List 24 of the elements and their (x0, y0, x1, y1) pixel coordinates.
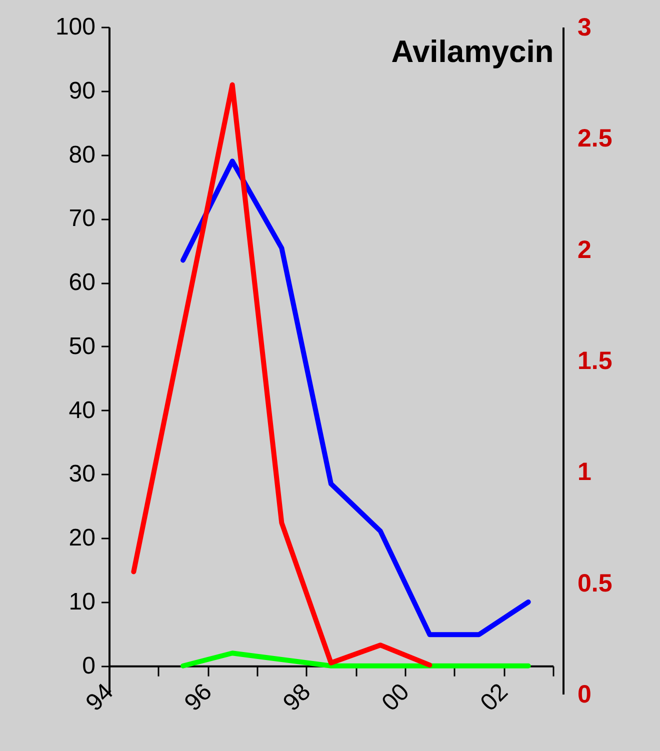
y-tick-label: 10 (68, 588, 96, 616)
y-tick-label: 60 (68, 269, 96, 296)
y2-tick-label: 0.5 (578, 569, 612, 598)
x-tick-label: 02 (475, 678, 514, 716)
y-tick-label: 80 (68, 141, 96, 168)
x-tick-label: 00 (376, 678, 415, 716)
y2-tick-label: 1.5 (578, 347, 612, 375)
x-tick-label: 94 (80, 678, 119, 716)
y-tick-label: 40 (68, 396, 96, 424)
y-tick-label: 70 (68, 205, 96, 232)
y-tick-label: 50 (68, 332, 96, 360)
y-tick-label: 100 (55, 14, 96, 40)
y-tick-label: 0 (82, 652, 96, 680)
y2-tick-label: 2.5 (578, 124, 612, 153)
y2-tick-label: 1 (578, 458, 592, 486)
x-tick-label: 98 (278, 678, 316, 716)
y-tick-label: 90 (68, 77, 96, 104)
y2-tick-label: 0 (578, 680, 592, 708)
y2-tick-label: 2 (578, 236, 592, 264)
y-tick-label: 20 (68, 524, 96, 552)
x-tick-label: 96 (179, 678, 218, 716)
y-tick-label: 30 (68, 460, 96, 488)
y2-tick-label: 3 (578, 14, 592, 42)
chart-title: Avilamycin (391, 34, 554, 69)
